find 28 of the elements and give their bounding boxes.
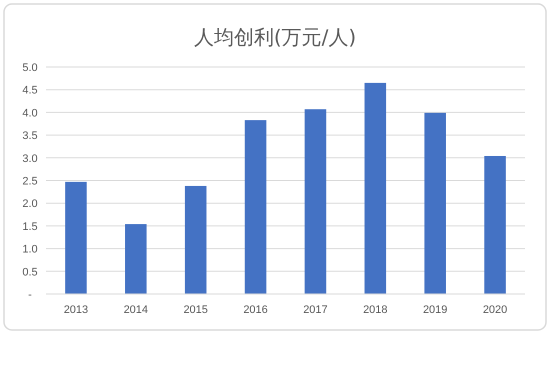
y-tick-label: 4.5 (22, 84, 38, 97)
bar (484, 156, 506, 294)
y-tick-label: 1.0 (22, 244, 38, 256)
y-tick-label: 3.0 (22, 152, 38, 165)
y-tick-label: 0.5 (22, 266, 38, 278)
bar (244, 120, 266, 294)
x-tick-label: 2014 (124, 304, 148, 316)
bar (65, 182, 87, 294)
x-tick-label: 2016 (243, 304, 268, 316)
y-tick-label: 3.5 (22, 130, 38, 142)
y-tick-label: 2.0 (22, 198, 38, 210)
bar (364, 82, 386, 294)
y-tick-label: 1.5 (22, 220, 38, 233)
x-tick-label: 2017 (303, 304, 328, 316)
bar (424, 112, 446, 294)
x-tick-label: 2013 (64, 304, 88, 316)
bar (184, 186, 206, 294)
y-tick-label: 5.0 (22, 62, 38, 74)
chart-title: 人均创利(万元/人) (194, 25, 356, 49)
bar (125, 224, 147, 294)
y-tick-label: 4.0 (22, 107, 38, 120)
bar (304, 109, 326, 294)
x-tick-label: 2015 (183, 304, 208, 316)
x-tick-label: 2018 (363, 304, 388, 316)
x-tick-label: 2019 (422, 304, 448, 316)
y-tick-label: 2.5 (22, 176, 38, 188)
x-tick-label: 2020 (482, 304, 508, 316)
y-tick-label: - (28, 289, 32, 301)
